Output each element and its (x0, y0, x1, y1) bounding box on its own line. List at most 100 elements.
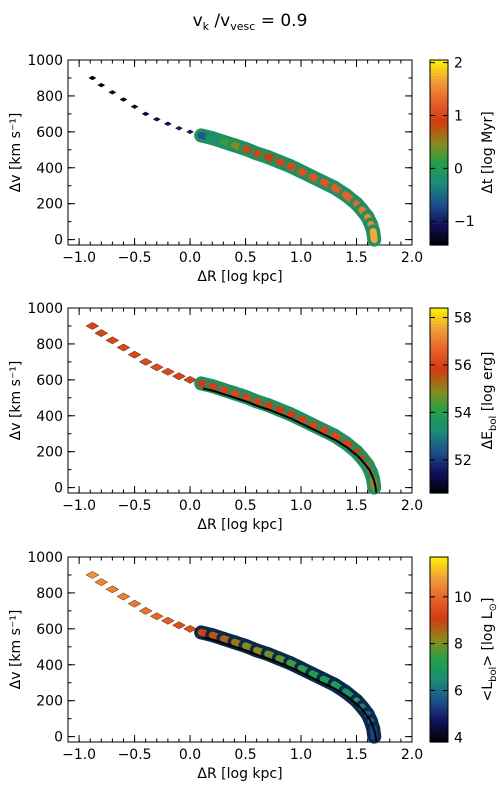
colorbar-cell (430, 238, 448, 243)
colorbar-tick-label: 4 (454, 730, 463, 746)
y-tick-label: 600 (36, 373, 63, 389)
colorbar-cell (430, 69, 448, 73)
track-marker (160, 367, 175, 376)
colorbar-cell (430, 655, 448, 660)
panel-ebol: −1.0 −0.5 0.0 0.5 1.0 1.5 2.0 0 200 400 600 800 1000… (8, 301, 499, 533)
track-edge (258, 405, 271, 411)
colorbar-cell (430, 106, 448, 110)
x-tick-label: 1.5 (345, 250, 367, 266)
x-tick-label: 0.0 (179, 747, 201, 763)
colorbar-cell (430, 680, 448, 685)
colorbar-cell (430, 698, 448, 703)
colorbar-cell (430, 124, 448, 129)
y-tick-label: 400 (36, 658, 63, 674)
colorbar-cell (430, 489, 448, 494)
colorbar-cell (430, 695, 448, 700)
colorbar-cell (430, 738, 448, 743)
colorbar-cell (430, 84, 448, 89)
colorbar-cell (430, 615, 448, 620)
track-marker (141, 111, 150, 117)
colorbar-cell (430, 627, 448, 632)
track-edge (335, 439, 348, 449)
colorbar-cell (430, 631, 448, 635)
colorbar-cell (430, 115, 448, 120)
colorbar-cell (430, 134, 448, 138)
colorbar-cell (430, 137, 448, 141)
track-marker (88, 75, 97, 81)
colorbar-cell (430, 732, 448, 737)
colorbar-cell (430, 446, 448, 451)
colorbar-cell (430, 121, 448, 126)
colorbar-cell (430, 161, 448, 166)
colorbar-cell (430, 606, 448, 611)
y-tick-label: 200 (36, 694, 63, 710)
colorbar-cell (430, 425, 448, 429)
x-tick-label: 2.0 (401, 250, 423, 266)
track-edge (236, 646, 248, 652)
y-axis-label: Δv [km s⁻¹] (8, 610, 24, 690)
track-edge (213, 390, 226, 396)
colorbar-cell (430, 624, 448, 629)
colorbar-cell (430, 729, 448, 734)
colorbar-cell (430, 152, 448, 157)
colorbar-cell (430, 338, 448, 343)
track-edge (335, 688, 348, 698)
colorbar-cell (430, 692, 448, 697)
track-marker (85, 322, 100, 330)
colorbar-cell (430, 661, 448, 666)
plot-frame (67, 556, 413, 743)
colorbar-cell (430, 66, 448, 70)
x-tick-label: −0.5 (118, 250, 152, 266)
colorbar-cell (430, 566, 448, 570)
colorbar-cell (430, 155, 448, 160)
x-tick-label: 1.0 (290, 250, 312, 266)
y-tick-label: 800 (36, 89, 63, 105)
colorbar-cell (430, 560, 448, 564)
track-marker (149, 612, 164, 621)
y-tick-label: 0 (54, 730, 63, 746)
colorbar-cell (430, 701, 448, 706)
colorbar-cell (430, 643, 448, 648)
colorbar-cell (430, 149, 448, 154)
track-edge (280, 413, 293, 420)
x-tick-label: 2.0 (401, 498, 423, 514)
colorbar-cell (430, 143, 448, 147)
colorbar-cell (430, 590, 448, 595)
x-tick-label: 1.5 (345, 747, 367, 763)
colorbar-cell (430, 201, 448, 206)
track-edge (236, 397, 248, 403)
colorbar-cell (430, 332, 448, 337)
colorbar-cell (430, 208, 448, 212)
colorbar-cell (430, 369, 448, 374)
colorbar-cell (430, 474, 448, 479)
colorbar-cell (430, 575, 448, 580)
track-marker (163, 121, 172, 127)
track-marker (138, 606, 153, 615)
y-tick-label: 200 (36, 445, 63, 461)
colorbar-cell (430, 357, 448, 362)
colorbar-cell (430, 581, 448, 586)
track-marker (105, 336, 120, 345)
colorbar-cell (430, 189, 448, 194)
colorbar-cell (430, 465, 448, 469)
colorbar-cell (430, 471, 448, 476)
colorbar-cell (430, 183, 448, 188)
colorbar-cell (430, 658, 448, 663)
colorbar-cell (430, 668, 448, 672)
colorbar-cell (430, 428, 448, 432)
colorbar-cell (430, 468, 448, 473)
track-edge (202, 387, 215, 393)
track-edge (371, 477, 377, 485)
track-edge (324, 683, 337, 691)
y-tick-label: 400 (36, 161, 63, 177)
colorbar-cell (430, 587, 448, 592)
track-marker (174, 125, 183, 131)
track-marker (130, 104, 139, 109)
track-edge (324, 434, 337, 442)
track-edge (291, 667, 304, 675)
y-tick-label: 800 (36, 337, 63, 353)
colorbar-cell (430, 140, 448, 144)
track-marker (116, 343, 131, 352)
colorbar-label: Δt [log Myr] (480, 111, 496, 193)
colorbar-cell (430, 363, 448, 368)
